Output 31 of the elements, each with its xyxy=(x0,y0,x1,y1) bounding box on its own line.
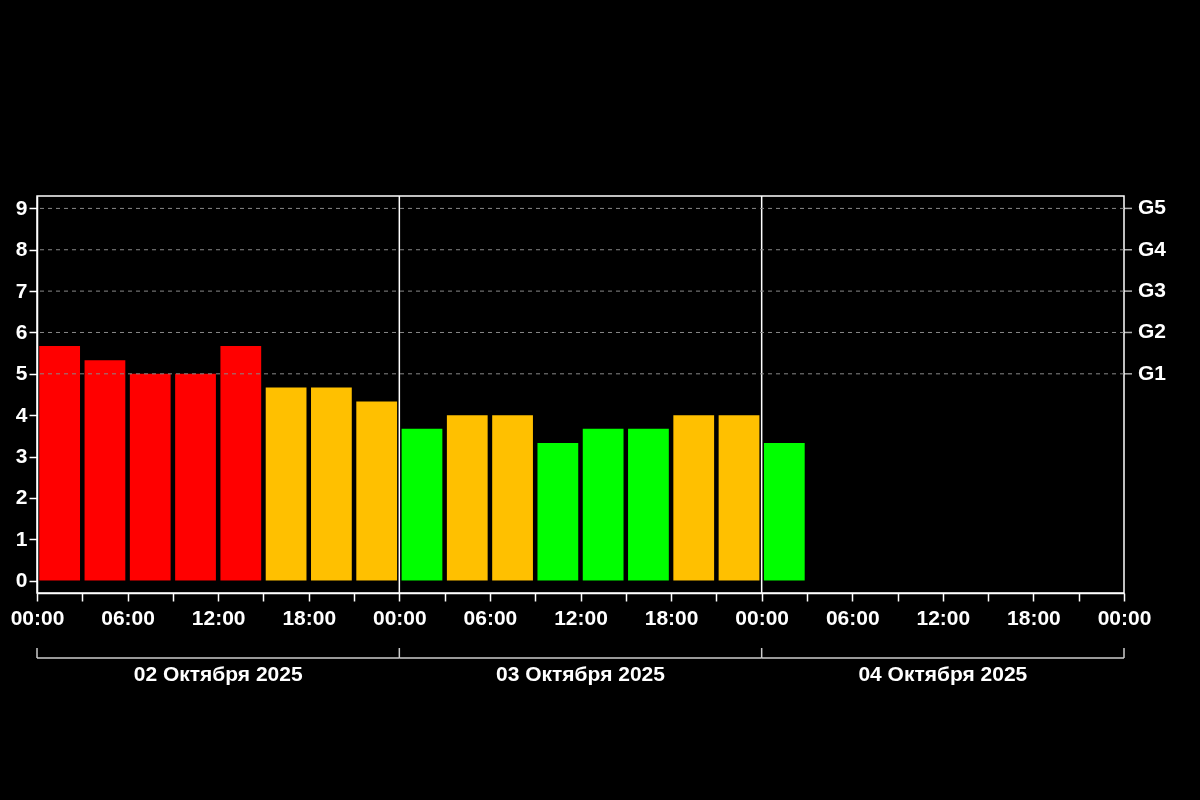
x-tick-label: 00:00 xyxy=(372,605,427,629)
x-tick-label: 12:00 xyxy=(191,605,246,629)
x-tick-label: 12:00 xyxy=(554,605,608,629)
x-tick-label: 18:00 xyxy=(644,605,699,629)
y-tick-label: 5 xyxy=(15,361,28,385)
ref-line-label: G3 xyxy=(1138,278,1167,302)
text: 02 Октября 2025 xyxy=(133,662,303,685)
y-tick-label: 8 xyxy=(15,237,28,261)
y-tick-label: 3 xyxy=(15,444,28,468)
x-tick-label: 18:00 xyxy=(282,605,337,629)
x-tick-label: 00:00 xyxy=(735,605,790,629)
x-tick-label: 06:00 xyxy=(825,605,880,629)
y-tick-label: 1 xyxy=(15,526,28,550)
x-tick-label: 06:00 xyxy=(463,605,518,629)
y-tick-label: 2 xyxy=(15,485,28,509)
ref-line-label: G1 xyxy=(1138,360,1167,384)
x-tick-label: 00:00 xyxy=(1097,605,1152,629)
ref-line-label: G2 xyxy=(1138,319,1167,343)
x-tick-label: 06:00 xyxy=(101,605,155,629)
ref-line-label: G4 xyxy=(1138,236,1167,260)
y-tick-label: 0 xyxy=(15,568,28,592)
y-tick-label: 6 xyxy=(15,319,28,343)
x-tick-label: 12:00 xyxy=(916,605,971,629)
y-tick-label: 7 xyxy=(15,278,28,302)
ref-line-label: G5 xyxy=(1138,195,1167,219)
text: 03 Октября 2025 xyxy=(496,662,666,685)
x-tick-label: 00:00 xyxy=(10,605,65,629)
x-tick-label: 18:00 xyxy=(1007,605,1061,629)
y-tick-label: 4 xyxy=(15,402,28,426)
text: 04 Октября 2025 xyxy=(858,662,1028,685)
y-tick-label: 9 xyxy=(15,195,28,219)
